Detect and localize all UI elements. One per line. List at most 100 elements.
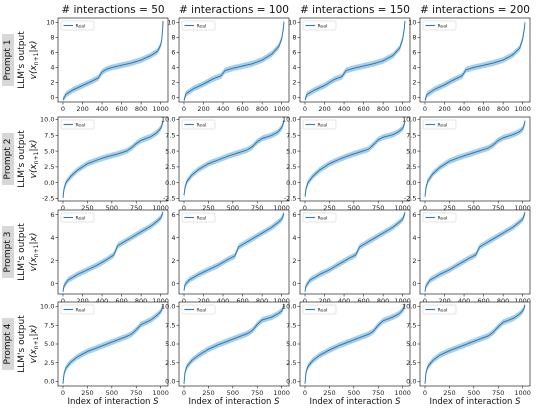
x-tick-label: 500 (227, 389, 239, 397)
x-tick-label: 0 (61, 297, 65, 305)
x-tick-label: 600 (115, 297, 127, 305)
x-tick-label: 800 (135, 297, 147, 305)
x-tick-label: 500 (468, 389, 480, 397)
legend-box (302, 304, 337, 315)
legend-label: Real (318, 122, 328, 128)
plot-frame (419, 116, 531, 202)
y-tick-label: 2 (292, 257, 296, 265)
x-tick-label: 800 (377, 297, 389, 305)
legend-label: Real (438, 307, 448, 313)
x-tick-label: 1000 (394, 105, 411, 113)
x-tick-label: 200 (318, 297, 330, 305)
x-tick-label: 250 (202, 204, 214, 212)
x-tick-label: 1000 (514, 297, 531, 305)
y-axis-label-line1-2: LLM's output (17, 130, 27, 188)
series-band-real (305, 301, 405, 387)
plot-frame (57, 17, 169, 103)
x-tick-label: 0 (423, 204, 427, 212)
y-tick-label: 0 (171, 94, 175, 102)
legend-box (422, 20, 457, 31)
y-tick-label: 7.5 (44, 132, 54, 140)
series-band-real (425, 19, 525, 104)
y-tick-label: 2.5 (44, 163, 54, 171)
row-label-box-2 (2, 133, 14, 185)
x-tick-label: 1000 (394, 297, 411, 305)
y-tick-label: 4 (412, 64, 416, 72)
y-tick-label: 2 (171, 257, 175, 265)
y-tick-label: 2 (292, 79, 296, 87)
row-label-3: Prompt 3 (3, 232, 13, 273)
x-tick-label: 1000 (514, 204, 531, 212)
series-band-real (63, 302, 163, 387)
y-tick-label: 2 (412, 257, 416, 265)
x-tick-label: 1000 (273, 389, 290, 397)
y-tick-label: 2.5 (44, 359, 54, 367)
legend-box (422, 304, 457, 315)
panel-r1c2: 0 200 400 600 800 1000 0 2 4 6 8 10 Real (167, 17, 290, 113)
y-tick-label: 0 (412, 94, 416, 102)
plot-frame (299, 116, 411, 202)
y-tick-label: 4 (171, 64, 175, 72)
y-tick-label: 10.0 (40, 116, 54, 124)
x-tick-label: 1000 (514, 105, 531, 113)
x-tick-label: 400 (96, 105, 108, 113)
y-tick-label: 10.0 (161, 303, 175, 311)
x-axis-label-2: Index of interaction S (188, 397, 280, 407)
panel-r2c2: 0 250 500 750 1000 -2.5 0.0 2.5 5.0 7.5 10.0 Real (161, 116, 290, 212)
y-tick-label: 0 (292, 280, 296, 288)
legend-label: Real (197, 23, 207, 29)
x-tick-label: 1000 (394, 389, 411, 397)
series-line-real (424, 212, 526, 292)
x-tick-label: 250 (443, 204, 455, 212)
y-tick-label: 10 (288, 19, 296, 27)
y-axis-label-line1-1: LLM's output (17, 31, 27, 89)
x-tick-label: 250 (81, 204, 93, 212)
panel-r3c3: 0 200 400 600 800 1000 0 2 4 6 Real (292, 209, 411, 305)
x-tick-label: 500 (106, 204, 118, 212)
y-tick-label: 10 (167, 19, 175, 27)
y-tick-label: 10.0 (161, 116, 175, 124)
legend-box (60, 20, 95, 31)
plot-frame (419, 301, 531, 387)
x-tick-label: 800 (135, 105, 147, 113)
series-line-real (424, 22, 526, 101)
x-tick-label: 400 (217, 297, 229, 305)
column-title-2: # interactions = 100 (179, 4, 289, 16)
legend-label: Real (197, 215, 207, 221)
legend-label: Real (76, 122, 86, 128)
y-tick-label: 0.0 (286, 378, 296, 386)
y-tick-label: 6 (412, 211, 416, 219)
x-tick-label: 200 (197, 105, 209, 113)
x-tick-label: 1000 (152, 204, 169, 212)
x-tick-label: 200 (76, 297, 88, 305)
y-tick-label: 8 (171, 34, 175, 42)
series-line-real (424, 120, 526, 197)
x-tick-label: 500 (106, 389, 118, 397)
panel-r4c3: 0 250 500 750 1000 0.0 2.5 5.0 7.5 10.0 Real (282, 301, 411, 397)
panel-r4c1: 0 250 500 750 1000 0.0 2.5 5.0 7.5 10.0 Real (40, 301, 169, 397)
legend-box (60, 119, 95, 130)
panel-r3c2: 0 200 400 600 800 1000 0 2 4 6 Real (171, 209, 290, 305)
x-tick-label: 1000 (152, 389, 169, 397)
x-tick-label: 800 (497, 105, 509, 113)
x-tick-label: 800 (377, 105, 389, 113)
legend-box (181, 20, 216, 31)
series-line-real (62, 212, 164, 292)
y-tick-label: 6 (292, 211, 296, 219)
series-line-real (424, 304, 526, 384)
y-tick-label: 0 (171, 280, 175, 288)
y-tick-label: 7.5 (44, 321, 54, 329)
y-tick-label: 6 (171, 49, 175, 57)
y-tick-label: 6 (412, 49, 416, 57)
y-tick-label: 2.5 (165, 163, 175, 171)
x-tick-label: 800 (256, 297, 268, 305)
series-line-real (183, 304, 285, 384)
series-line-real (304, 212, 406, 292)
x-tick-label: 1000 (273, 297, 290, 305)
legend-label: Real (318, 23, 328, 29)
x-tick-label: 750 (372, 389, 384, 397)
x-tick-label: 250 (323, 389, 335, 397)
y-tick-label: 6 (292, 49, 296, 57)
legend-label: Real (197, 307, 207, 313)
